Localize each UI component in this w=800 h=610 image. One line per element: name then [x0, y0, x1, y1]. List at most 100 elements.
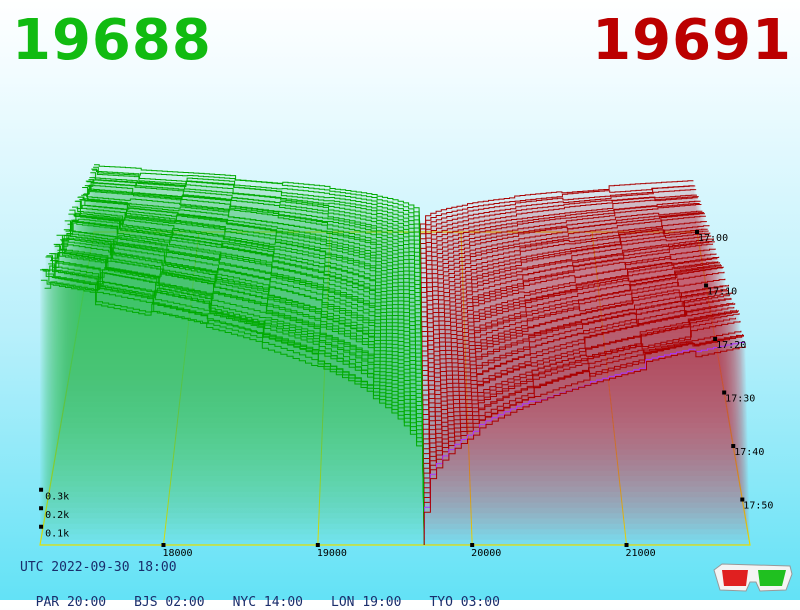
- bid-depth-fill: [53, 244, 424, 466]
- ask-depth-fill: [422, 262, 724, 392]
- time-tick-label: 17:00: [698, 233, 728, 244]
- bid-depth-line: [72, 206, 423, 360]
- time-tick-mark: [740, 497, 745, 502]
- x-tick-label: 20000: [471, 548, 501, 559]
- bid-depth-fill: [52, 252, 424, 471]
- x-gridline: [460, 231, 473, 546]
- timezone-beijing: BJS 02:00: [134, 595, 205, 610]
- bid-depth-line: [74, 200, 423, 344]
- ask-depth-line: [423, 313, 740, 508]
- ask-depth-fill: [423, 309, 741, 492]
- ask-depth-line: [421, 258, 718, 376]
- bid-depth-fill: [40, 280, 425, 540]
- x-tick-mark: [161, 543, 166, 547]
- ask-depth-fill: [421, 241, 719, 360]
- ask-depth-line: [421, 229, 709, 323]
- bid-depth-fill: [66, 221, 423, 392]
- ask-depth-line: [420, 200, 701, 275]
- time-tick-mark: [731, 444, 736, 449]
- x-tick-mark: [624, 543, 629, 547]
- x-tick-label: 18000: [162, 548, 192, 559]
- depth-slices: [40, 164, 750, 546]
- bid-depth-line: [83, 188, 422, 296]
- ask-depth-fill: [424, 336, 747, 524]
- volume-tick-mark: [39, 506, 44, 511]
- ask-depth-fill: [424, 341, 750, 540]
- ask-depth-line: [420, 215, 706, 307]
- bid-depth-line: [56, 234, 424, 450]
- bid-depth-line: [44, 281, 425, 519]
- bid-depth-fill: [43, 266, 424, 524]
- time-tick-label: 17:10: [707, 287, 737, 298]
- ask-depth-line: [421, 238, 714, 354]
- ask-depth-fill: [422, 290, 732, 439]
- x-tick-label: 21000: [626, 548, 656, 559]
- ask-depth-fill: [422, 267, 727, 408]
- ask-depth-fill: [424, 334, 748, 530]
- bid-depth-fill: [58, 235, 423, 439]
- x-tick-label: 19000: [317, 548, 347, 559]
- bid-price: 19688: [12, 8, 212, 73]
- ask-depth-line: [423, 346, 746, 545]
- bid-depth-line: [59, 243, 424, 434]
- bid-depth-fill: [50, 260, 424, 487]
- bid-depth-fill: [72, 219, 422, 354]
- ask-depth-line: [421, 248, 716, 365]
- ask-depth-fill: [422, 288, 732, 434]
- bid-depth-line: [66, 220, 423, 392]
- bid-depth-line: [51, 253, 424, 482]
- x-tick-mark: [470, 543, 475, 547]
- x-gridline: [317, 231, 331, 546]
- ask-depth-line: [422, 306, 735, 476]
- time-tick-mark: [713, 337, 718, 342]
- bid-depth-line: [90, 172, 422, 254]
- timezone-clocks: PAR 20:00 BJS 02:00 NYC 14:00 LON 19:00 TYO …: [20, 580, 528, 610]
- ask-depth-line: [420, 196, 698, 259]
- ask-depth-line: [421, 253, 717, 370]
- bid-depth-fill: [46, 255, 424, 508]
- bid-depth-fill: [42, 270, 425, 530]
- bid-depth-fill: [80, 200, 422, 312]
- bid-depth-line: [67, 223, 423, 386]
- bid-depth-line: [92, 169, 421, 243]
- ask-depth-line: [423, 311, 738, 498]
- ask-depth-line: [422, 297, 731, 455]
- ask-depth-fill: [423, 284, 733, 445]
- timezone-london: LON 19:00: [331, 595, 402, 610]
- ask-depth-fill: [423, 317, 741, 487]
- ask-depth-line: [421, 261, 719, 381]
- ask-depth-line: [422, 265, 722, 402]
- ask-depth-fill: [423, 298, 736, 461]
- ask-depth-fill: [423, 292, 737, 466]
- bid-depth-fill: [40, 269, 425, 545]
- time-tick-mark: [695, 230, 699, 234]
- bid-depth-fill: [62, 235, 423, 413]
- bid-depth-line: [63, 229, 423, 408]
- ask-depth-line: [423, 334, 744, 535]
- timezone-tokyo: TYO 03:00: [429, 595, 500, 610]
- bid-depth-line: [69, 209, 423, 376]
- bid-depth-fill: [41, 269, 425, 535]
- bid-depth-line: [54, 245, 424, 461]
- bid-depth-fill: [48, 263, 424, 498]
- utc-timestamp: UTC 2022-09-30 18:00: [20, 560, 177, 575]
- bid-depth-line: [57, 238, 424, 445]
- ask-depth-line: [422, 278, 726, 423]
- time-tick-mark: [704, 283, 709, 288]
- bid-depth-line: [88, 179, 422, 264]
- time-tick-mark: [722, 390, 727, 395]
- bid-depth-fill: [64, 220, 423, 402]
- bid-depth-line: [65, 221, 423, 397]
- 3d-glasses-icon[interactable]: [712, 560, 794, 594]
- ask-depth-line: [420, 210, 703, 286]
- bid-depth-line: [53, 243, 424, 466]
- bid-depth-line: [50, 260, 424, 487]
- ask-depth-line: [420, 196, 699, 264]
- ask-depth-line: [421, 225, 710, 328]
- ask-depth-fill: [423, 297, 735, 455]
- bid-depth-fill: [49, 253, 424, 492]
- ask-depth-fill: [424, 334, 749, 535]
- ask-depth-line: [422, 288, 728, 434]
- ask-depth-line: [422, 266, 724, 413]
